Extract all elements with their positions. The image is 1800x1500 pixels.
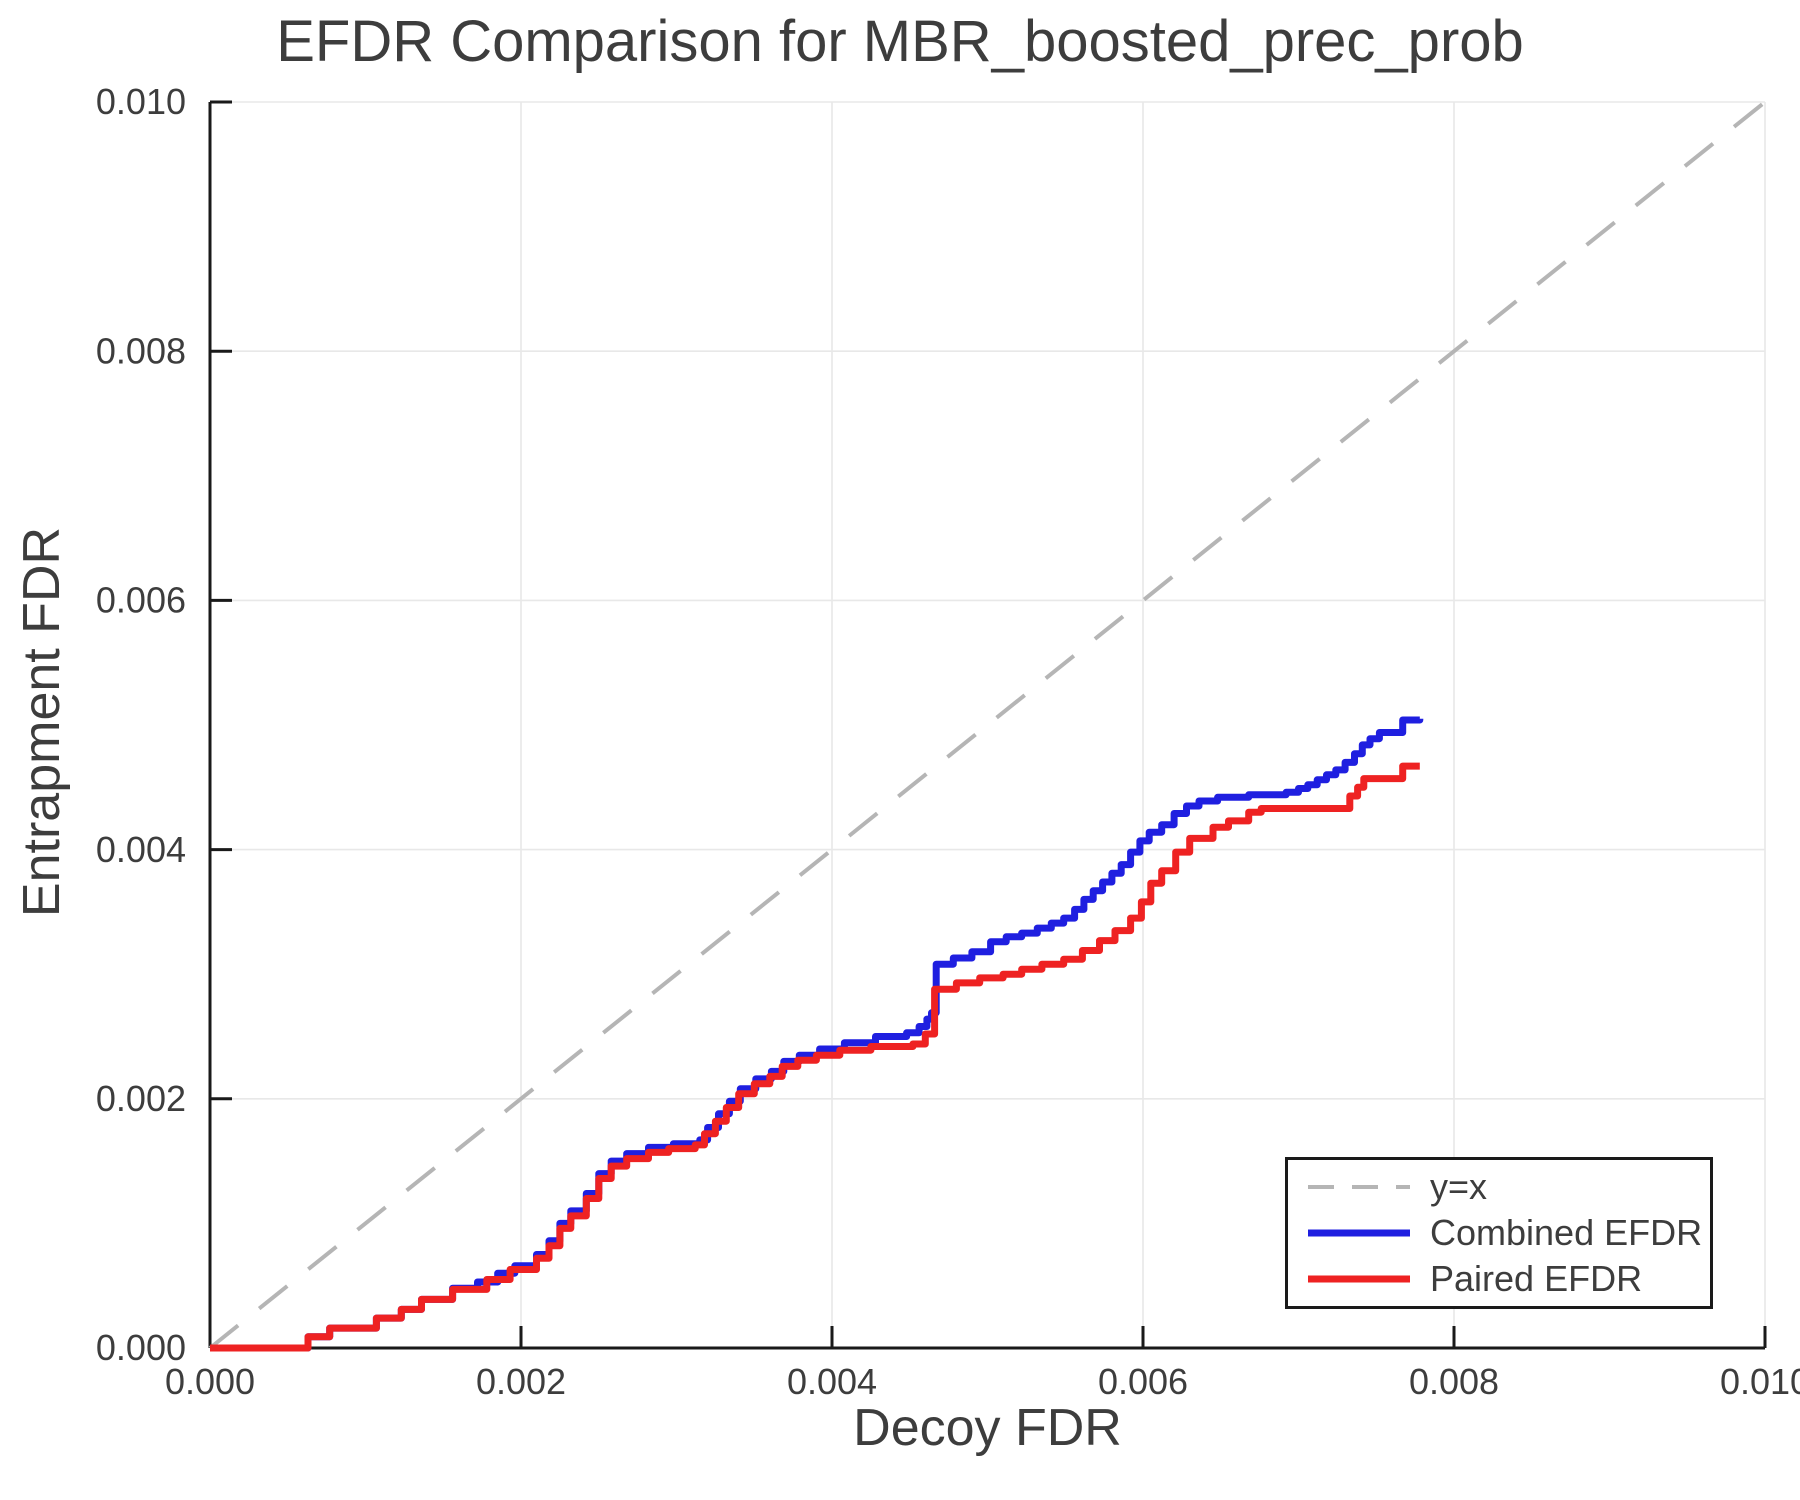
legend-label-identity: y=x — [1430, 1166, 1488, 1207]
combined-efdr-line — [210, 716, 1424, 1352]
chart-title: EFDR Comparison for MBR_boosted_prec_pro… — [276, 9, 1524, 74]
x-tick-label: 0.004 — [787, 1361, 877, 1402]
legend-combined-sample — [1308, 1229, 1410, 1237]
identity-line — [208, 100, 1767, 1350]
y-tick-label: 0.004 — [96, 829, 186, 870]
x-tick-label: 0.006 — [1098, 1361, 1188, 1402]
legend-paired-sample — [1308, 1275, 1410, 1283]
legend-entry-combined: Combined EFDR — [1304, 1210, 1710, 1256]
legend-label-paired: Paired EFDR — [1430, 1258, 1643, 1299]
legend-label-combined: Combined EFDR — [1430, 1212, 1703, 1253]
paired-efdr-line — [210, 762, 1420, 1352]
y-tick-label: 0.000 — [96, 1327, 186, 1368]
y-tick-label: 0.008 — [96, 330, 186, 371]
x-tick-label: 0.008 — [1409, 1361, 1499, 1402]
y-tick-label: 0.006 — [96, 580, 186, 621]
x-tick-label: 0.002 — [476, 1361, 566, 1402]
y-axis-label: Entrapment FDR — [13, 526, 71, 918]
y-tick-label: 0.002 — [96, 1078, 186, 1119]
legend-entry-identity: y=x — [1304, 1164, 1710, 1210]
legend-entry-paired: Paired EFDR — [1304, 1256, 1710, 1302]
x-tick-label: 0.000 — [165, 1361, 255, 1402]
x-axis-label: Decoy FDR — [853, 1399, 1122, 1457]
y-tick-label: 0.010 — [96, 81, 186, 122]
legend-dash-sample — [1308, 1185, 1410, 1189]
legend: y=x Combined EFDR Paired EFDR — [1285, 1157, 1713, 1309]
x-tick-label: 0.010 — [1720, 1361, 1800, 1402]
